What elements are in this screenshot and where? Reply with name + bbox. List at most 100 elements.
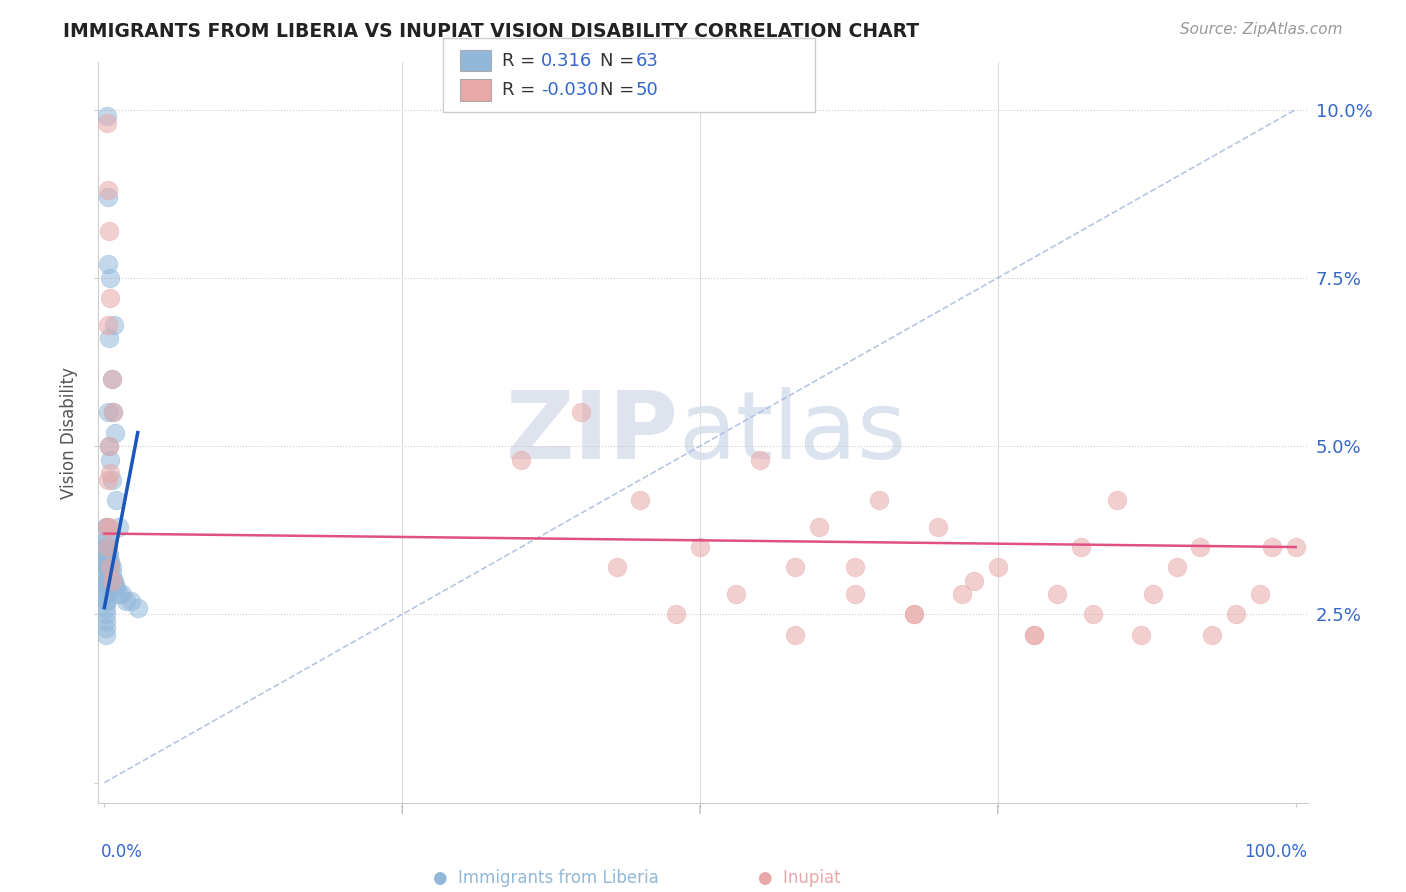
Point [903, 607, 925, 622]
Point [724, 587, 747, 601]
Point [97, 547, 120, 561]
Point [903, 607, 925, 622]
Point [1166, 560, 1188, 574]
Text: atlas: atlas [679, 386, 907, 479]
Text: ●  Inupiat: ● Inupiat [758, 870, 841, 888]
Point [114, 594, 136, 608]
Point [630, 492, 652, 507]
Point [96, 553, 118, 567]
Point [1189, 540, 1212, 554]
Point [103, 318, 125, 332]
Point [94, 587, 117, 601]
Point [97, 318, 120, 332]
Point [98, 574, 121, 588]
Point [105, 581, 128, 595]
Point [927, 520, 949, 534]
Text: N =: N = [600, 52, 640, 70]
Point [94, 574, 117, 588]
Point [94, 553, 117, 567]
Point [96, 547, 118, 561]
Point [987, 560, 1010, 574]
Point [98, 452, 121, 467]
Point [104, 425, 127, 440]
Point [98, 439, 121, 453]
Point [120, 594, 142, 608]
Point [96, 560, 118, 574]
Point [785, 560, 807, 574]
Point [1201, 627, 1223, 641]
Point [689, 540, 711, 554]
Point [1261, 540, 1284, 554]
Point [96, 533, 118, 548]
Point [97, 183, 120, 197]
Point [1285, 540, 1308, 554]
Point [665, 607, 688, 622]
Point [868, 492, 890, 507]
Point [111, 587, 134, 601]
Point [98, 466, 121, 480]
Point [98, 439, 121, 453]
Point [98, 291, 121, 305]
Point [100, 473, 122, 487]
Point [107, 587, 129, 601]
Point [94, 560, 117, 574]
Point [94, 614, 117, 628]
Point [94, 540, 117, 554]
Point [98, 547, 121, 561]
Point [127, 600, 149, 615]
Point [785, 627, 807, 641]
Point [94, 520, 117, 534]
Point [96, 594, 118, 608]
Text: 50: 50 [636, 81, 658, 99]
Point [101, 574, 124, 588]
Point [1225, 607, 1247, 622]
Text: ●  Immigrants from Liberia: ● Immigrants from Liberia [433, 870, 658, 888]
Point [100, 372, 122, 386]
Point [98, 553, 121, 567]
Point [1142, 587, 1164, 601]
Point [97, 257, 120, 271]
Point [748, 452, 770, 467]
Point [94, 627, 117, 641]
Text: Source: ZipAtlas.com: Source: ZipAtlas.com [1180, 22, 1343, 37]
Point [963, 574, 986, 588]
Text: IMMIGRANTS FROM LIBERIA VS INUPIAT VISION DISABILITY CORRELATION CHART: IMMIGRANTS FROM LIBERIA VS INUPIAT VISIO… [63, 22, 920, 41]
Point [94, 600, 117, 615]
Point [844, 560, 866, 574]
Point [94, 621, 117, 635]
Point [98, 566, 121, 581]
Point [94, 607, 117, 622]
Point [1046, 587, 1069, 601]
Point [101, 405, 124, 419]
Point [94, 533, 117, 548]
Point [510, 452, 533, 467]
Point [98, 520, 121, 534]
Point [100, 566, 122, 581]
Point [94, 547, 117, 561]
Point [105, 492, 128, 507]
Point [101, 405, 124, 419]
Point [1022, 627, 1045, 641]
Point [98, 553, 121, 567]
Point [844, 587, 866, 601]
Point [96, 116, 118, 130]
Point [100, 560, 122, 574]
Text: R =: R = [502, 52, 541, 70]
Text: 0.0%: 0.0% [101, 843, 142, 861]
Text: 100.0%: 100.0% [1244, 843, 1308, 861]
Point [104, 581, 127, 595]
Point [98, 560, 121, 574]
Point [569, 405, 592, 419]
Point [808, 520, 831, 534]
Point [97, 473, 120, 487]
Text: -0.030: -0.030 [541, 81, 599, 99]
Point [98, 270, 121, 285]
Text: 0.316: 0.316 [541, 52, 592, 70]
Point [950, 587, 973, 601]
Point [98, 331, 121, 345]
Point [1105, 492, 1128, 507]
Point [97, 540, 120, 554]
Text: R =: R = [502, 81, 541, 99]
Point [94, 594, 117, 608]
Point [1081, 607, 1104, 622]
